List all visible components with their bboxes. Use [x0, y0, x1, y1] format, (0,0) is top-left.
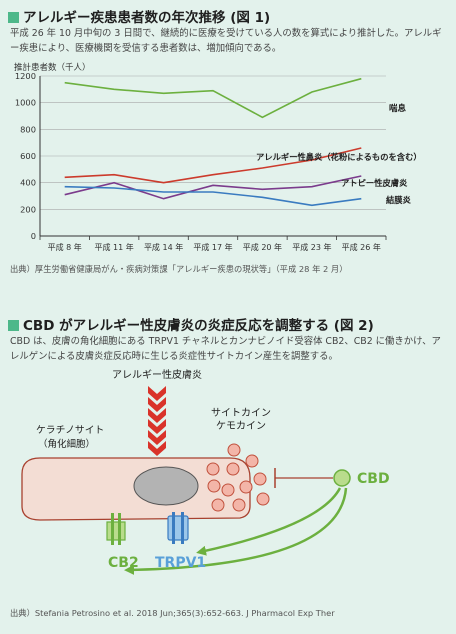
- keratinocyte-label: ケラチノサイト: [36, 424, 104, 436]
- chemokine-label: ケモカイン: [216, 420, 266, 432]
- keratinocyte-sub-label: （角化細胞）: [38, 438, 95, 450]
- trpv1-receptor-icon: [167, 512, 189, 544]
- series-line-1: [64, 147, 362, 184]
- cbd-label: CBD: [357, 471, 390, 487]
- figure-2-title: CBD がアレルギー性皮膚炎の炎症反応を調整する (図 2): [8, 314, 374, 334]
- figure-1-source: 出典）厚生労働省健康局がん・疾病対策課「アレルギー疾患の現状等」（平成 28 年…: [10, 264, 348, 274]
- series-line-3: [64, 185, 362, 207]
- x-tick-label: 平成 14 年: [144, 242, 183, 252]
- x-tick-label: 平成 23 年: [292, 242, 331, 252]
- y-axis-label: 推計患者数（千人）: [14, 62, 91, 73]
- title-square-icon: [8, 320, 19, 331]
- series-line-2: [64, 175, 362, 200]
- title-square-icon: [8, 12, 19, 23]
- y-tick-label: 800: [20, 124, 36, 134]
- figure-1-title-text: アレルギー疾患患者数の年次推移 (図 1): [23, 10, 271, 26]
- figure-1-description: 平成 26 年 10 月中旬の 3 日間で、継続的に医療を受けている人の数を算式…: [10, 28, 442, 54]
- cbd-to-trpv1-arrow: [196, 487, 342, 556]
- cytokine-particles: [206, 443, 270, 512]
- cbd-to-cb2-arrow: [124, 487, 348, 575]
- x-tick-label: 平成 17 年: [193, 242, 232, 252]
- series-label-atopic: アトピー性皮膚炎: [341, 178, 408, 188]
- mechanism-diagram: アレルギー性皮膚炎 ケラチノサイト （角化細胞） サイトカイン ケモカイン: [21, 368, 390, 575]
- series-label-asthma: 喘息: [389, 103, 407, 114]
- y-tick-label: 1000: [15, 98, 36, 108]
- line-chart: 推計患者数（千人） 0 200 400 600 800 1000 1200 平成 8 年 平成…: [14, 62, 422, 252]
- cbd-molecule-icon: [333, 469, 351, 487]
- x-tick-label: 平成 26 年: [342, 242, 381, 252]
- red-arrow-stack-icon: [148, 386, 166, 456]
- allergic-dermatitis-label: アレルギー性皮膚炎: [112, 368, 202, 381]
- figure-2-panel: CBD がアレルギー性皮膚炎の炎症反応を調整する (図 2) CBD は、皮膚の…: [0, 292, 456, 634]
- figure-1-title: アレルギー疾患患者数の年次推移 (図 1): [8, 6, 270, 26]
- figure-2-description: CBD は、皮膚の角化細胞にある TRPV1 チャネルとカンナビノイド受容体 C…: [10, 336, 441, 362]
- x-tick-label: 平成 8 年: [48, 242, 82, 252]
- series-label-rhinitis: アレルギー性鼻炎（花粉によるものを含む）: [256, 152, 422, 162]
- cb2-label: CB2: [108, 555, 139, 571]
- y-tick-label: 0: [31, 231, 36, 241]
- figure-2-title-text: CBD がアレルギー性皮膚炎の炎症反応を調整する (図 2): [23, 318, 374, 334]
- nucleus: [133, 466, 199, 506]
- x-tick-label: 平成 20 年: [243, 242, 282, 252]
- cb2-receptor-icon: [106, 513, 126, 545]
- y-tick-label: 400: [20, 178, 36, 188]
- y-tick-label: 200: [20, 204, 36, 214]
- trpv1-label: TRPV1: [155, 555, 206, 571]
- figure-2-source: 出典）Stefania Petrosino et al. 2018 Jun;36…: [10, 608, 335, 618]
- cytokine-label: サイトカイン: [211, 407, 271, 419]
- y-tick-label: 600: [20, 151, 36, 161]
- series-label-conjunctivitis: 結膜炎: [386, 195, 412, 205]
- figure-1-panel: アレルギー疾患患者数の年次推移 (図 1) 平成 26 年 10 月中旬の 3 …: [0, 0, 456, 292]
- x-tick-label: 平成 11 年: [95, 242, 134, 252]
- series-line-0: [64, 77, 362, 119]
- y-tick-label: 1200: [15, 71, 36, 81]
